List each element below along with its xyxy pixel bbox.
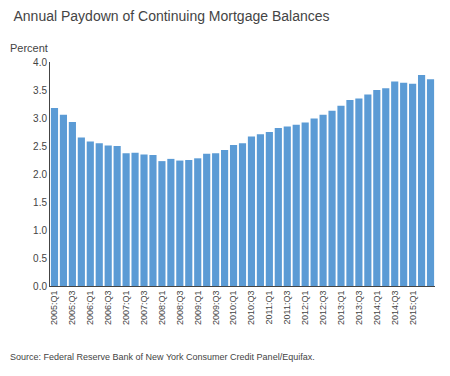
- svg-text:2011:Q1: 2011:Q1: [264, 291, 274, 325]
- svg-text:2005:Q1: 2005:Q1: [49, 291, 59, 326]
- svg-text:2007:Q1: 2007:Q1: [121, 291, 131, 326]
- svg-text:2006:Q3: 2006:Q3: [103, 291, 113, 326]
- svg-text:0.0: 0.0: [33, 281, 47, 292]
- svg-text:Percent: Percent: [10, 42, 48, 54]
- svg-text:2005:Q3: 2005:Q3: [67, 291, 77, 326]
- svg-text:2010:Q1: 2010:Q1: [228, 291, 238, 326]
- svg-text:2011:Q3: 2011:Q3: [282, 291, 292, 325]
- svg-text:2008:Q3: 2008:Q3: [175, 291, 185, 326]
- svg-text:2014:Q1: 2014:Q1: [372, 291, 382, 326]
- svg-text:Annual Paydown of Continuing M: Annual Paydown of Continuing Mortgage Ba…: [14, 8, 330, 24]
- svg-text:0.5: 0.5: [33, 253, 47, 264]
- svg-text:2013:Q3: 2013:Q3: [354, 291, 364, 326]
- svg-text:1.5: 1.5: [33, 197, 47, 208]
- svg-text:2009:Q3: 2009:Q3: [211, 291, 221, 326]
- svg-text:2014:Q3: 2014:Q3: [390, 291, 400, 326]
- svg-text:2012:Q1: 2012:Q1: [300, 291, 310, 326]
- svg-text:1.0: 1.0: [33, 225, 47, 236]
- svg-text:Source: Federal Reserve Bank o: Source: Federal Reserve Bank of New York…: [10, 352, 315, 362]
- svg-text:2009:Q1: 2009:Q1: [193, 291, 203, 326]
- svg-text:2012:Q3: 2012:Q3: [318, 291, 328, 326]
- svg-text:2008:Q1: 2008:Q1: [157, 291, 167, 326]
- svg-text:2006:Q1: 2006:Q1: [85, 291, 95, 326]
- svg-text:2007:Q3: 2007:Q3: [139, 291, 149, 326]
- svg-text:3.0: 3.0: [33, 113, 47, 124]
- svg-text:2015:Q1: 2015:Q1: [408, 291, 418, 326]
- svg-text:2013:Q1: 2013:Q1: [336, 291, 346, 326]
- svg-text:2.0: 2.0: [33, 169, 47, 180]
- svg-text:4.0: 4.0: [33, 57, 47, 68]
- svg-text:2.5: 2.5: [33, 141, 47, 152]
- svg-text:2010:Q3: 2010:Q3: [246, 291, 256, 326]
- svg-text:3.5: 3.5: [33, 85, 47, 96]
